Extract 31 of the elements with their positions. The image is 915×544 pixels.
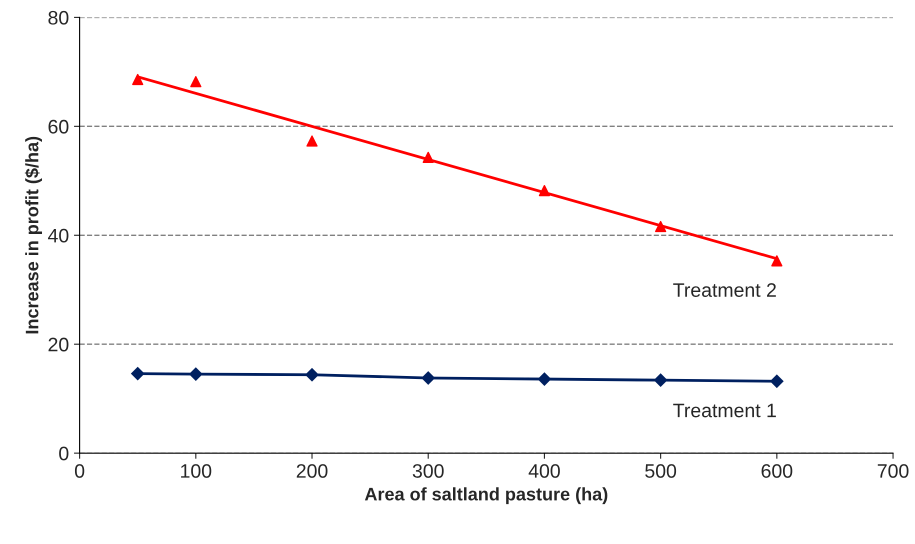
point bbox=[132, 74, 144, 86]
x-tick-label: 100 bbox=[181, 464, 212, 478]
y-tick-label: 0 bbox=[59, 446, 68, 460]
point bbox=[771, 255, 782, 266]
point bbox=[538, 372, 552, 386]
y-axis-title: Increase in profit ($/ha) bbox=[24, 136, 42, 334]
x-tick-label: 700 bbox=[878, 464, 908, 478]
series-label: Treatment 2 bbox=[673, 283, 776, 297]
y-tick-label: 80 bbox=[48, 10, 68, 25]
point bbox=[655, 220, 666, 232]
point bbox=[538, 185, 550, 196]
x-tick-label: 600 bbox=[762, 464, 792, 478]
point bbox=[305, 368, 319, 382]
point bbox=[131, 367, 144, 380]
series-label: Treatment 1 bbox=[673, 404, 776, 418]
x-tick-label: 500 bbox=[645, 464, 676, 478]
y-tick-label: 60 bbox=[48, 120, 68, 134]
x-tick-label: 300 bbox=[412, 464, 444, 478]
x-axis-title: Area of saltland pasture (ha) bbox=[364, 487, 608, 504]
x-tick-label: 200 bbox=[296, 464, 328, 478]
point bbox=[189, 368, 202, 381]
point bbox=[770, 374, 784, 388]
x-tick-label: 0 bbox=[74, 464, 84, 478]
point bbox=[306, 135, 318, 147]
point bbox=[422, 152, 434, 163]
point bbox=[190, 76, 202, 88]
y-tick-label: 40 bbox=[48, 228, 68, 243]
y-tick-label: 20 bbox=[48, 338, 68, 352]
point bbox=[654, 374, 668, 387]
x-tick-label: 400 bbox=[528, 464, 560, 478]
point bbox=[422, 371, 435, 385]
